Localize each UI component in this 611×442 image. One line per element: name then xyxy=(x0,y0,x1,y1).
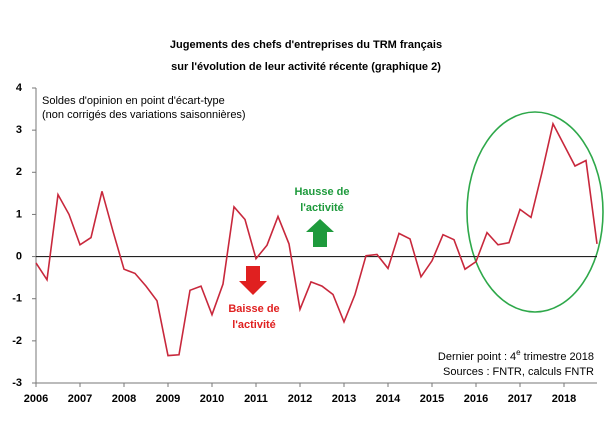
note-part: Dernier point : 4 xyxy=(438,351,516,363)
x-tick-label: 2017 xyxy=(508,393,532,405)
x-tick-label: 2015 xyxy=(420,393,444,405)
y-tick-label: 0 xyxy=(16,250,22,262)
y-tick-label: -3 xyxy=(12,377,22,389)
annotation-down: Baisse de xyxy=(228,303,279,315)
y-tick-label: 1 xyxy=(16,208,22,220)
data-line xyxy=(35,121,598,357)
x-tick-label: 2007 xyxy=(68,393,92,405)
x-tick-label: 2011 xyxy=(244,393,268,405)
x-tick-label: 2010 xyxy=(200,393,224,405)
subtitle: (non corrigés des variations saisonnière… xyxy=(42,109,246,121)
x-tick-label: 2016 xyxy=(464,393,488,405)
note-part: trimestre 2018 xyxy=(521,351,594,363)
note-sources: Sources : FNTR, calculs FNTR xyxy=(443,366,594,378)
annotation-down: l'activité xyxy=(232,319,276,331)
annotation-up: Hausse de xyxy=(294,186,349,198)
x-tick-label: 2018 xyxy=(552,393,576,405)
y-tick-label: -1 xyxy=(12,293,22,305)
x-tick-label: 2012 xyxy=(288,393,312,405)
up-arrow xyxy=(306,219,334,247)
x-tick-label: 2008 xyxy=(112,393,136,405)
y-tick-label: 2 xyxy=(16,166,22,178)
y-tick-label: 4 xyxy=(16,82,23,94)
down-arrow xyxy=(239,266,267,295)
highlight-ellipse xyxy=(466,111,604,313)
y-tick-label: -2 xyxy=(12,335,22,347)
y-tick-label: 3 xyxy=(16,124,22,136)
annotation-up: l'activité xyxy=(300,202,344,214)
note-last-point: Dernier point : 4e trimestre 2018 xyxy=(438,348,594,363)
x-tick-label: 2009 xyxy=(156,393,180,405)
chart-title: sur l'évolution de leur activité récente… xyxy=(171,61,441,73)
x-tick-label: 2014 xyxy=(376,393,401,405)
chart-title: Jugements des chefs d'entreprises du TRM… xyxy=(170,39,442,51)
subtitle: Soldes d'opinion en point d'écart-type xyxy=(42,95,225,107)
x-tick-label: 2006 xyxy=(24,393,48,405)
x-tick-label: 2013 xyxy=(332,393,356,405)
note-part: e xyxy=(516,348,521,357)
